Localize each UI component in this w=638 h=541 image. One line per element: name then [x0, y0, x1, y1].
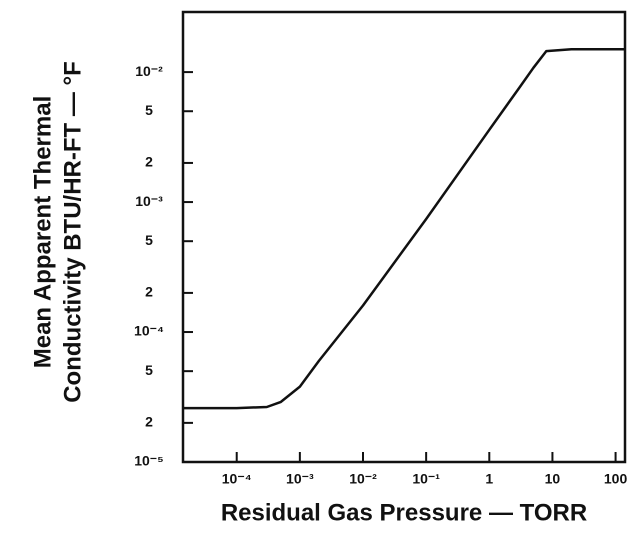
y-tick-label: 2	[145, 154, 153, 170]
y-tick-label: 2	[145, 284, 153, 300]
y-tick-label: 10⁻⁵	[134, 453, 164, 469]
data-line	[183, 47, 625, 410]
x-tick-label: 10⁻³	[286, 471, 314, 487]
y-tick-label: 10⁻³	[135, 193, 163, 209]
x-tick-label: 10⁻¹	[412, 471, 440, 487]
y-tick-label: 5	[145, 232, 153, 248]
y-tick-label: 10⁻²	[135, 63, 163, 79]
x-tick-label: 10⁻²	[349, 471, 377, 487]
x-tick-label: 10	[545, 471, 561, 487]
y-tick-label: 5	[145, 102, 153, 118]
x-axis-label: Residual Gas Pressure — TORR	[221, 499, 587, 526]
x-tick-label: 100	[604, 471, 628, 487]
y-axis-label: Conductivity BTU/HR-FT — °F	[59, 61, 86, 403]
plot-frame	[181, 10, 627, 464]
y-tick-label: 2	[145, 414, 153, 430]
x-tick-label: 10⁻⁴	[222, 471, 252, 487]
y-axis-label: Mean Apparent Thermal	[29, 96, 56, 369]
x-tick-label: 1	[485, 471, 493, 487]
y-tick-label: 5	[145, 362, 153, 378]
y-tick-label: 10⁻⁴	[134, 323, 164, 339]
